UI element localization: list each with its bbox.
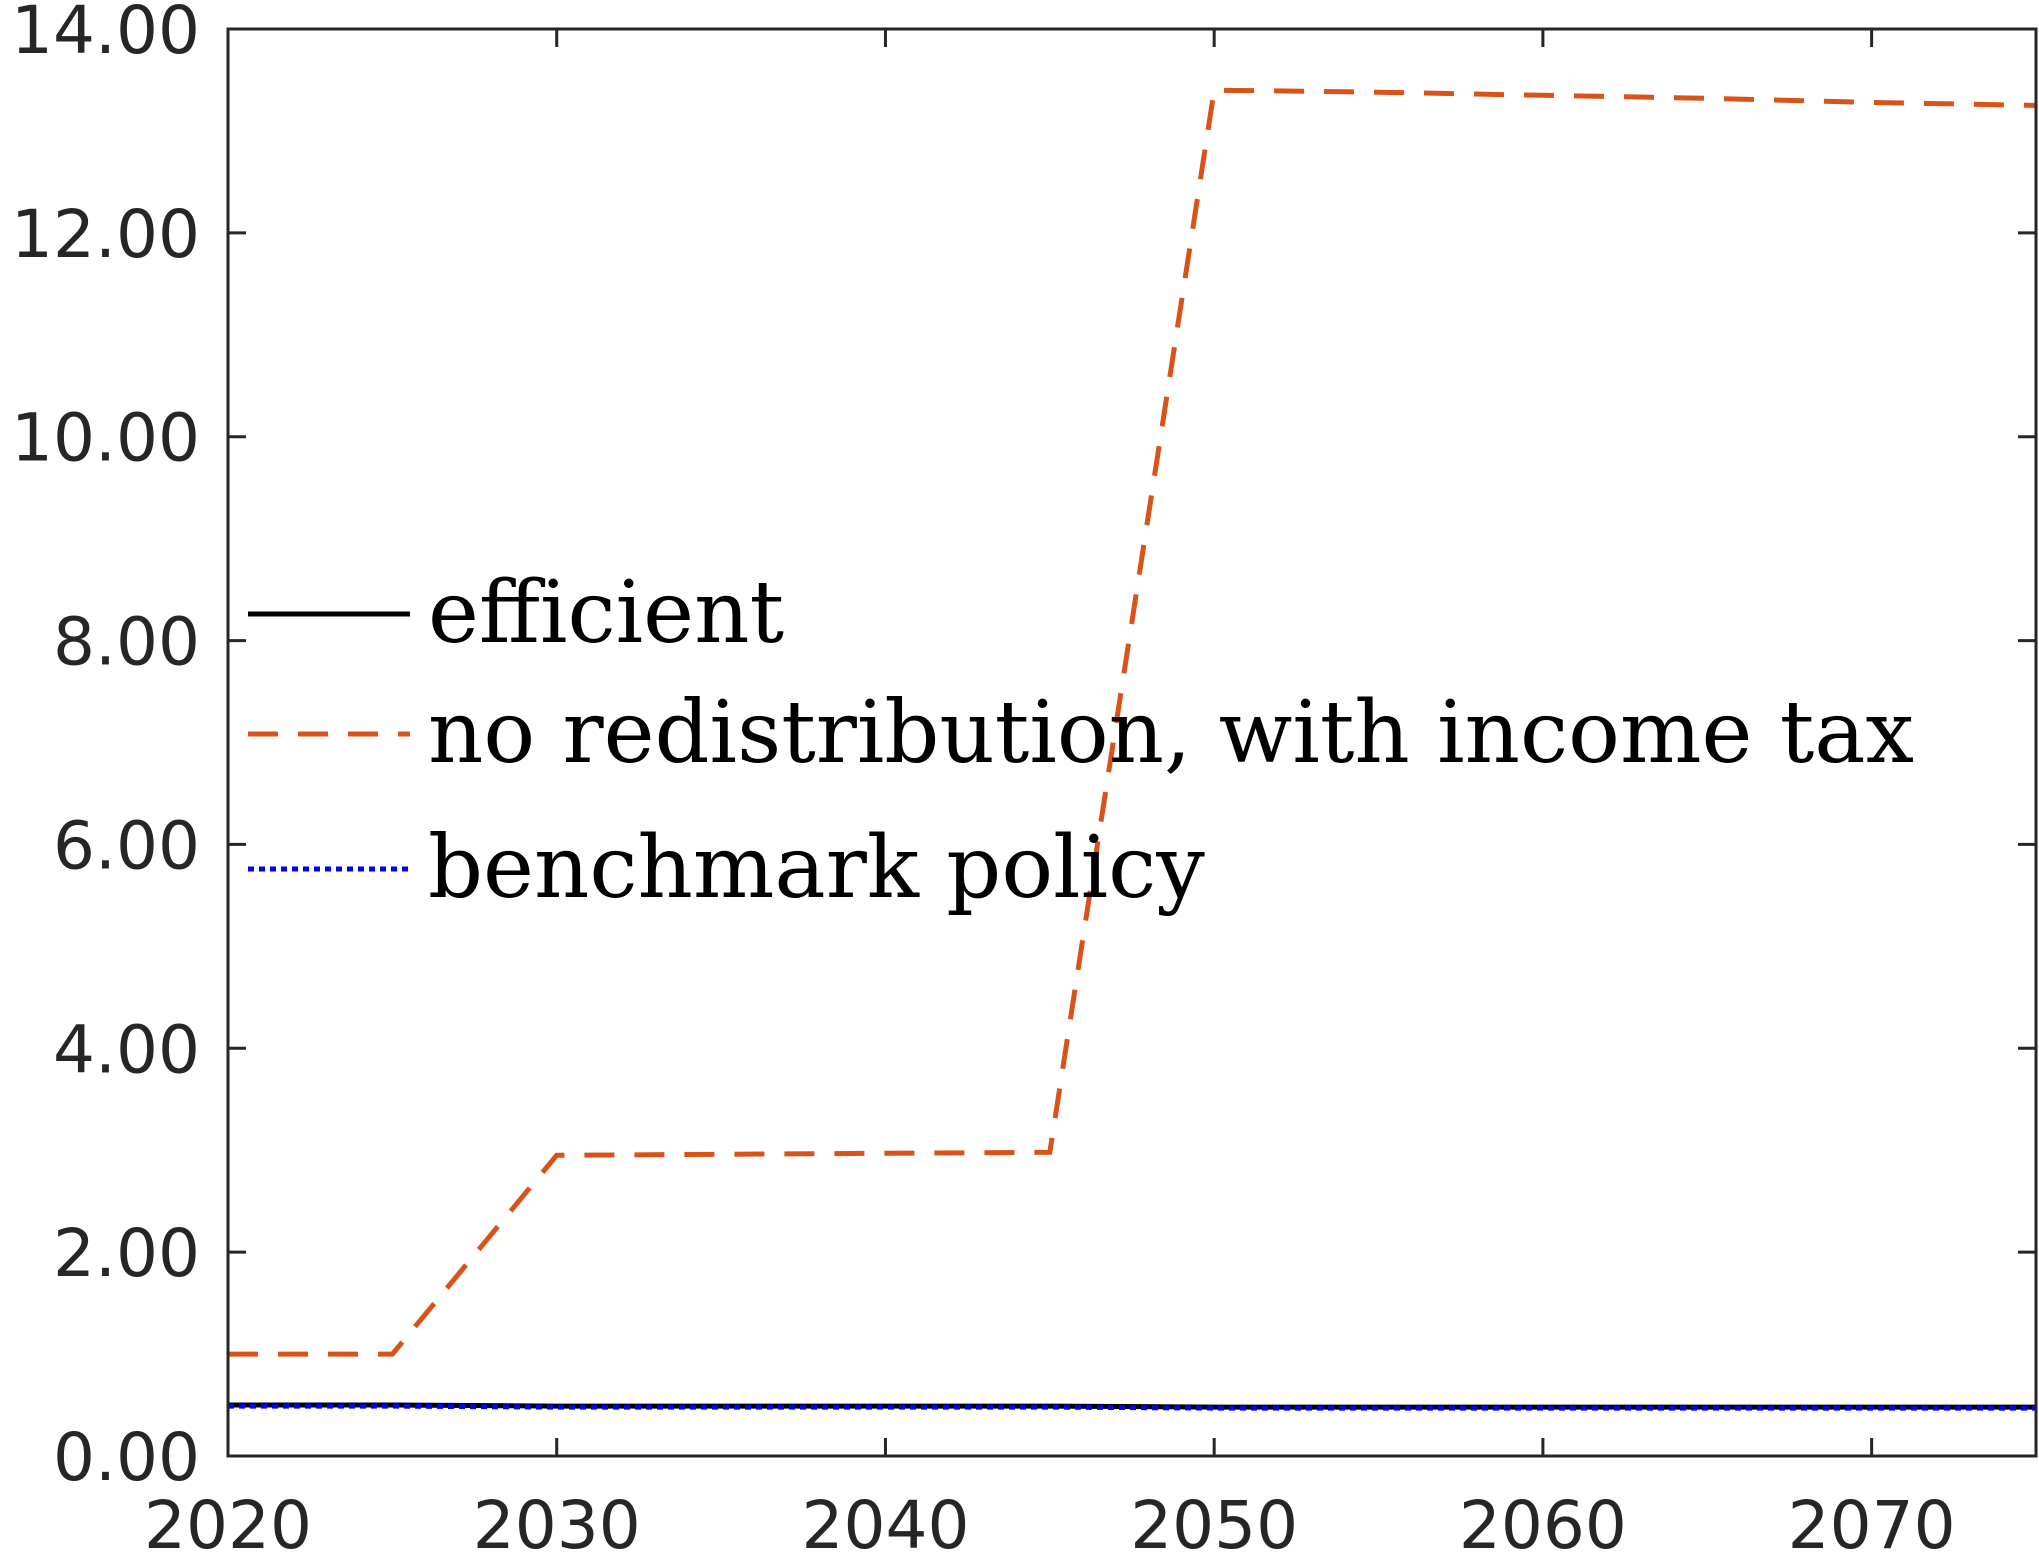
y-tick-label: 10.00 (11, 400, 200, 477)
x-tick-label: 2070 (1788, 1487, 1956, 1554)
legend-label-2: no redistribution, with income tax (428, 683, 1914, 783)
y-tick-label: 8.00 (53, 604, 200, 681)
y-tick-label: 2.00 (53, 1215, 200, 1292)
legend-label-3: benchmark policy (428, 818, 1205, 918)
legend: efficient no redistribution, with income … (248, 563, 1914, 918)
y-tick-label: 12.00 (11, 196, 200, 273)
legend-label-1: efficient (428, 563, 784, 663)
series-line-3 (228, 1403, 2036, 1411)
x-tick-label: 2050 (1130, 1487, 1298, 1554)
y-tick-label: 14.00 (11, 0, 200, 69)
y-tick-label: 6.00 (53, 807, 200, 884)
x-tick-label: 2020 (144, 1487, 312, 1554)
y-tick-label: 0.00 (53, 1419, 200, 1496)
x-tick-label: 2030 (473, 1487, 641, 1554)
series-layer (228, 87, 2037, 1411)
axes-box (226, 27, 2038, 1458)
ticks-layer: 2020 2030 2040 2050 2060 2070 0.00 2.00 4.00 6.00… (11, 0, 2036, 1554)
x-tick-label: 2060 (1459, 1487, 1627, 1554)
y-tick-label: 4.00 (53, 1011, 200, 1088)
x-tick-label: 2040 (801, 1487, 969, 1554)
series-line-2 (228, 87, 2037, 1357)
